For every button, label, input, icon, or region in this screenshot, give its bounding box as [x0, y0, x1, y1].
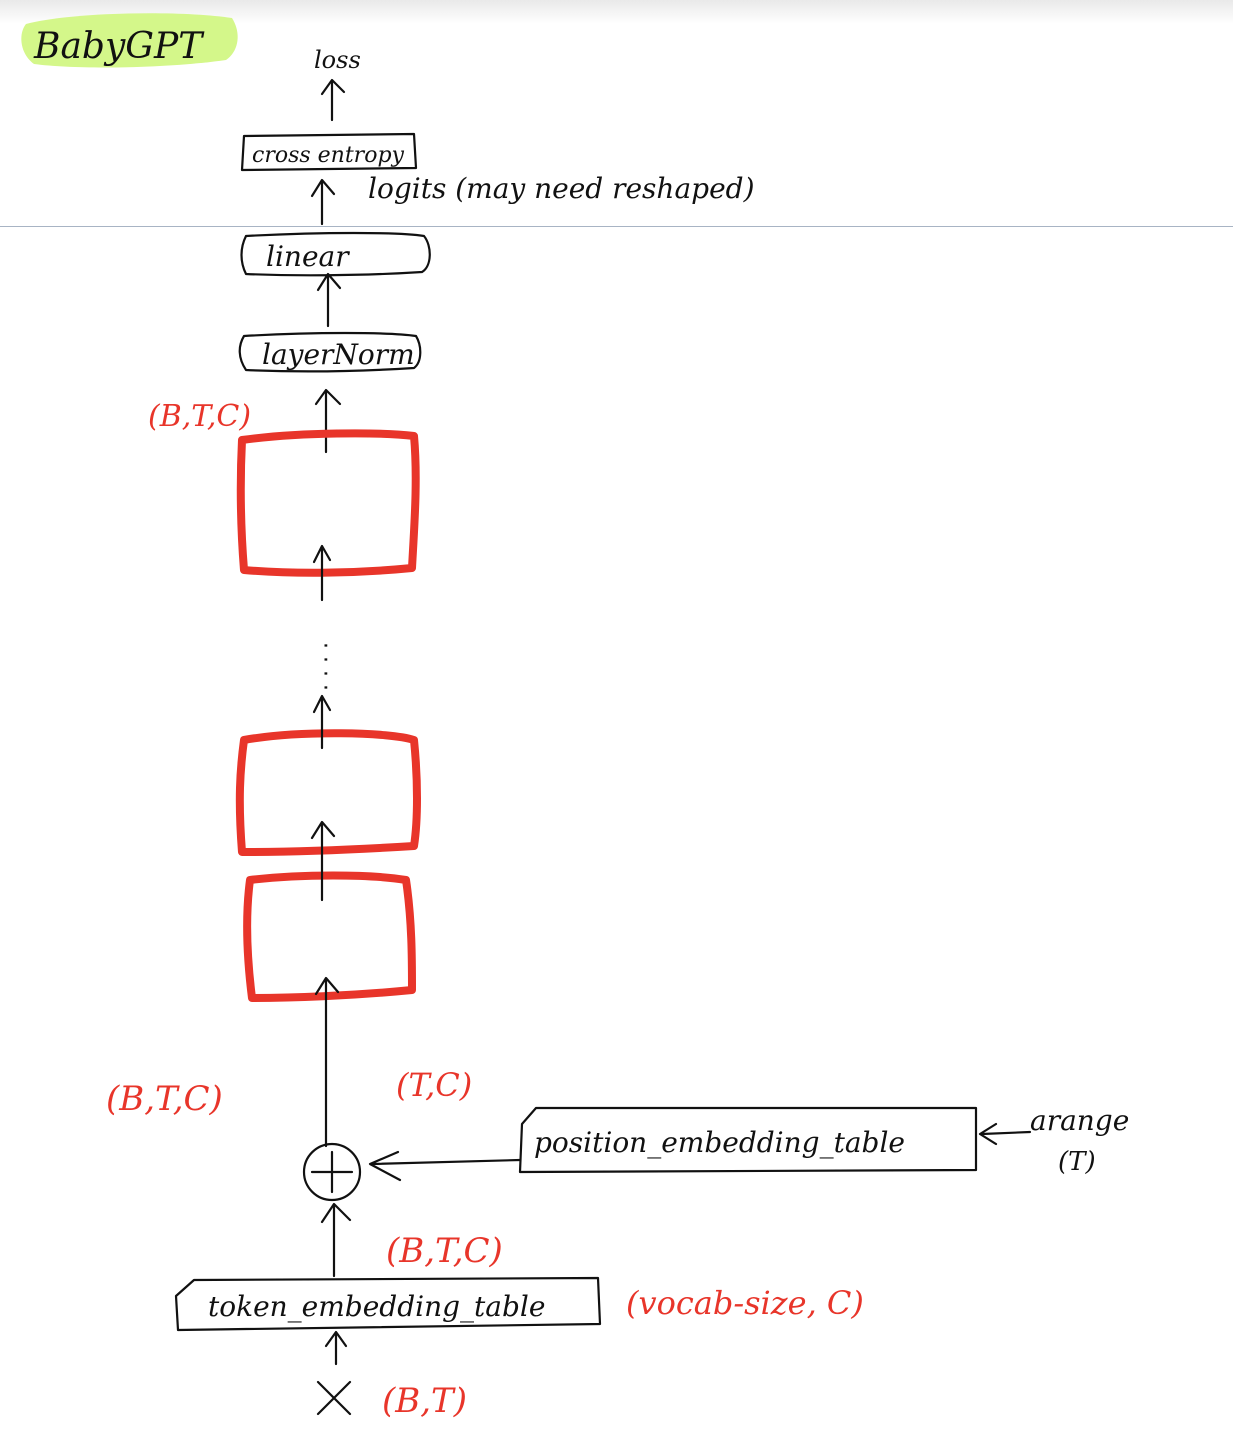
arrow-from-middle-block [312, 694, 332, 750]
shape-sum: (B,T,C) [106, 1079, 223, 1119]
cross-entropy-label: cross entropy [252, 143, 405, 168]
layernorm-label: layerNorm [262, 338, 415, 371]
title: BabyGPT [33, 26, 205, 67]
ellipsis: · · · · [312, 642, 337, 691]
token-embedding-label: token_embedding_table [208, 1290, 545, 1323]
page-divider-line [0, 226, 1233, 227]
shape-input: (B,T) [382, 1381, 467, 1421]
position-embedding-label: position_embedding_table [534, 1126, 905, 1159]
arrow-logits [310, 178, 336, 226]
transformer-block-middle [235, 729, 421, 856]
title-highlight [21, 13, 238, 68]
arrow-to-layernorm [314, 388, 342, 454]
arange-arg: (T) [1058, 1147, 1096, 1177]
loss-label: loss [314, 46, 361, 74]
cross-entropy-box [240, 132, 418, 172]
add-node [302, 1142, 362, 1202]
shape-pos-out: (T,C) [396, 1066, 472, 1104]
arange-label: arange [1030, 1104, 1129, 1137]
input-x [316, 1380, 352, 1416]
token-embedding-box [174, 1276, 602, 1332]
logits-note: logits (may need reshaped) [368, 172, 755, 205]
shape-tok-table: (vocab-size, C) [626, 1284, 864, 1322]
transformer-block-bottom [243, 871, 416, 1002]
arrow-into-middle-block [310, 820, 336, 902]
arrow-tok-to-add [320, 1202, 352, 1278]
arrow-arange-to-pos [978, 1122, 1032, 1146]
transformer-block-top [236, 429, 420, 577]
layernorm-box [238, 331, 422, 373]
linear-box [240, 231, 431, 277]
add-node-cross [310, 1150, 354, 1194]
position-embedding-box [518, 1106, 978, 1174]
shape-after-blocks: (B,T,C) [148, 399, 251, 434]
arrow-into-top-block [312, 544, 332, 602]
arrow-to-linear [316, 272, 342, 328]
arrow-to-loss [320, 78, 346, 122]
shape-tok-out: (B,T,C) [386, 1231, 503, 1271]
arrow-x-to-tok [324, 1330, 348, 1366]
arrow-into-bottom-block [314, 976, 340, 1148]
arrow-pos-to-add [368, 1150, 522, 1182]
linear-label: linear [266, 240, 350, 273]
